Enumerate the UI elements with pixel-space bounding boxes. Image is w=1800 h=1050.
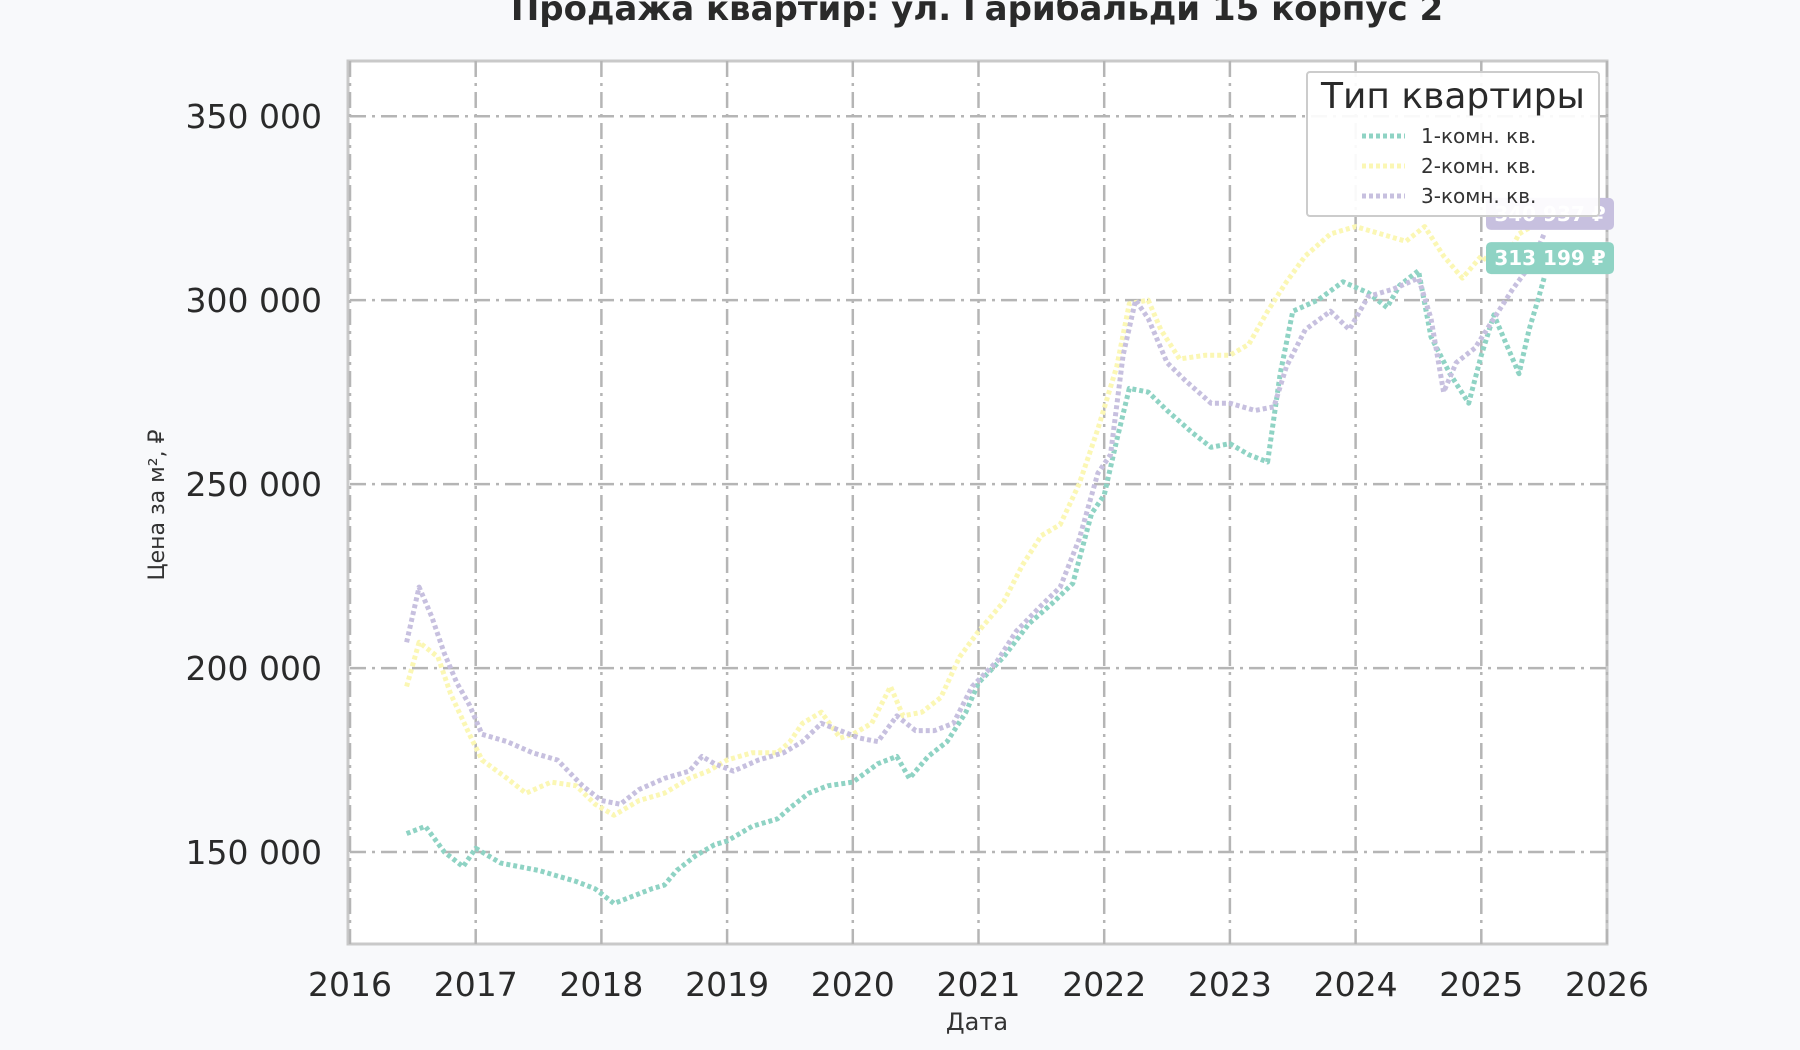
series-line-1 [405, 268, 1547, 906]
series-line-2 [404, 217, 1546, 818]
legend-title: Тип квартиры [1320, 76, 1585, 117]
x-axis-label: Дата [946, 1008, 1008, 1036]
x-tick-label: 2021 [937, 965, 1021, 1004]
legend: Тип квартиры 1-комн. кв. 2-комн. кв. 3-ком… [1306, 71, 1600, 217]
x-tick-label: 2018 [559, 965, 643, 1004]
end-value-badge [1486, 242, 1614, 275]
legend-label: 3-комн. кв. [1421, 184, 1536, 208]
y-tick-label: 250 000 [186, 465, 322, 504]
legend-items: 1-комн. кв. 2-комн. кв. 3-комн. кв. [1362, 124, 1536, 208]
legend-label: 1-комн. кв. [1421, 124, 1536, 148]
y-tick-label: 350 000 [186, 97, 322, 136]
y-tick-label: 200 000 [186, 649, 322, 688]
x-axis-ticks: 2016 2017 2018 2019 2020 2021 2022 2023 2024 2025… [308, 965, 1649, 1004]
x-tick-label: 2026 [1565, 965, 1649, 1004]
x-tick-label: 2024 [1314, 965, 1398, 1004]
chart-title: Продажа квартир: ул. Гарибальди 15 корпу… [511, 0, 1443, 29]
x-tick-label: 2019 [685, 965, 769, 1004]
series-layer [404, 217, 1547, 906]
x-tick-label: 2023 [1188, 965, 1272, 1004]
x-tick-label: 2020 [811, 965, 895, 1004]
x-tick-label: 2017 [434, 965, 518, 1004]
y-axis-ticks: 150 000 200 000 250 000 300 000 350 000 [186, 97, 322, 872]
y-tick-label: 300 000 [186, 281, 322, 320]
end-value-label: 313 199 ₽ [1494, 246, 1605, 270]
series-line-3 [404, 232, 1547, 807]
x-tick-label: 2025 [1439, 965, 1523, 1004]
x-tick-label: 2016 [308, 965, 392, 1004]
x-tick-label: 2022 [1062, 965, 1146, 1004]
y-tick-label: 150 000 [186, 833, 322, 872]
legend-label: 2-комн. кв. [1421, 154, 1536, 178]
y-axis-label: Цена за м², ₽ [145, 429, 170, 580]
legend-box [1306, 71, 1600, 217]
